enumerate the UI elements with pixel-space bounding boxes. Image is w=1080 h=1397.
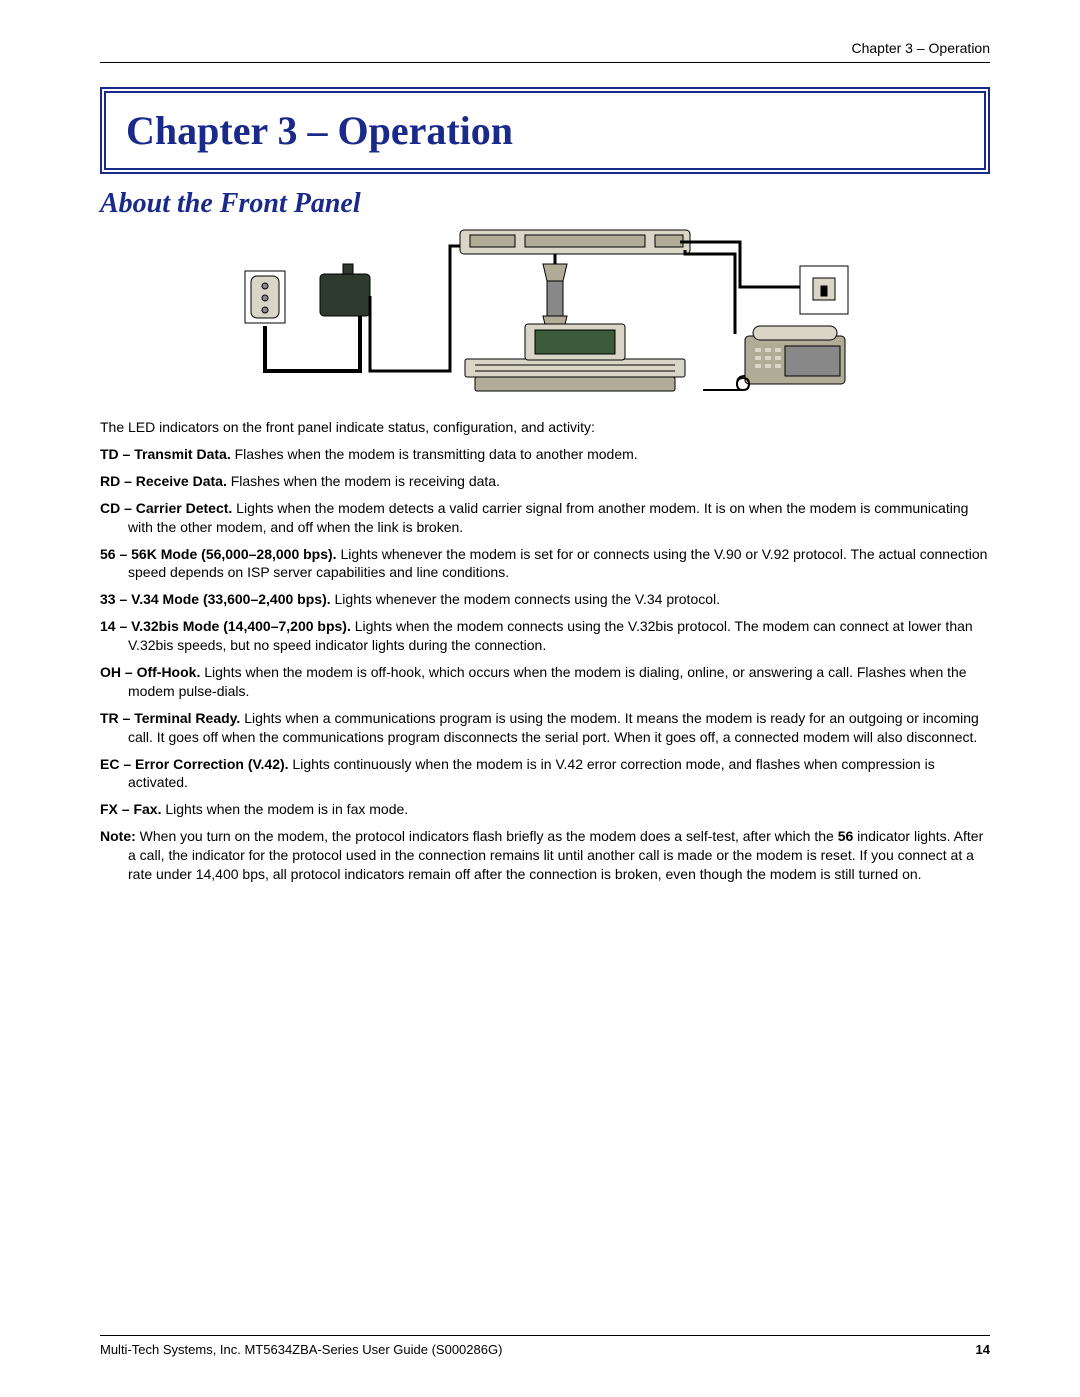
note-text-pre: When you turn on the modem, the protocol… bbox=[136, 828, 838, 844]
led-definitions: TD – Transmit Data. Flashes when the mod… bbox=[100, 445, 990, 884]
led-def-label: EC – Error Correction (V.42). bbox=[100, 756, 289, 772]
led-def-label: RD – Receive Data. bbox=[100, 473, 227, 489]
chapter-title: Chapter 3 – Operation bbox=[126, 107, 964, 154]
led-def-item: 33 – V.34 Mode (33,600–2,400 bps). Light… bbox=[100, 590, 990, 609]
led-def-text: Flashes when the modem is receiving data… bbox=[227, 473, 500, 489]
footer-product-label: Multi-Tech Systems, Inc. MT5634ZBA-Serie… bbox=[100, 1342, 502, 1357]
led-def-label: FX – Fax. bbox=[100, 801, 161, 817]
page-header: Chapter 3 – Operation bbox=[100, 40, 990, 63]
led-def-text: Lights when a communications program is … bbox=[128, 710, 979, 745]
led-def-text: Lights when the modem detects a valid ca… bbox=[128, 500, 968, 535]
note-item: Note: When you turn on the modem, the pr… bbox=[100, 827, 990, 884]
led-def-item: TD – Transmit Data. Flashes when the mod… bbox=[100, 445, 990, 464]
page-footer: Multi-Tech Systems, Inc. MT5634ZBA-Serie… bbox=[100, 1335, 990, 1357]
led-def-item: FX – Fax. Lights when the modem is in fa… bbox=[100, 800, 990, 819]
led-def-item: 56 – 56K Mode (56,000–28,000 bps). Light… bbox=[100, 545, 990, 583]
led-def-item: OH – Off-Hook. Lights when the modem is … bbox=[100, 663, 990, 701]
chapter-title-box: Chapter 3 – Operation bbox=[100, 87, 990, 174]
led-def-label: TR – Terminal Ready. bbox=[100, 710, 240, 726]
led-def-item: RD – Receive Data. Flashes when the mode… bbox=[100, 472, 990, 491]
led-def-item: 14 – V.32bis Mode (14,400–7,200 bps). Li… bbox=[100, 617, 990, 655]
led-def-label: OH – Off-Hook. bbox=[100, 664, 200, 680]
intro-text: The LED indicators on the front panel in… bbox=[100, 419, 990, 435]
header-chapter-label: Chapter 3 – Operation bbox=[851, 40, 990, 56]
led-def-label: CD – Carrier Detect. bbox=[100, 500, 232, 516]
note-bold: 56 bbox=[838, 828, 854, 844]
led-def-item: CD – Carrier Detect. Lights when the mod… bbox=[100, 499, 990, 537]
led-def-label: 33 – V.34 Mode (33,600–2,400 bps). bbox=[100, 591, 331, 607]
led-def-item: TR – Terminal Ready. Lights when a commu… bbox=[100, 709, 990, 747]
led-def-item: EC – Error Correction (V.42). Lights con… bbox=[100, 755, 990, 793]
led-def-label: 14 – V.32bis Mode (14,400–7,200 bps). bbox=[100, 618, 351, 634]
front-panel-diagram bbox=[100, 226, 990, 401]
led-def-text: Lights when the modem is off-hook, which… bbox=[128, 664, 967, 699]
led-def-label: TD – Transmit Data. bbox=[100, 446, 231, 462]
footer-page-number: 14 bbox=[976, 1342, 990, 1357]
led-def-text: Lights when the modem is in fax mode. bbox=[161, 801, 408, 817]
led-def-text: Lights whenever the modem connects using… bbox=[331, 591, 720, 607]
document-page: Chapter 3 – Operation Chapter 3 – Operat… bbox=[0, 0, 1080, 1397]
led-def-text: Flashes when the modem is transmitting d… bbox=[231, 446, 638, 462]
section-title: About the Front Panel bbox=[100, 188, 990, 220]
note-label: Note: bbox=[100, 828, 136, 844]
led-def-label: 56 – 56K Mode (56,000–28,000 bps). bbox=[100, 546, 337, 562]
